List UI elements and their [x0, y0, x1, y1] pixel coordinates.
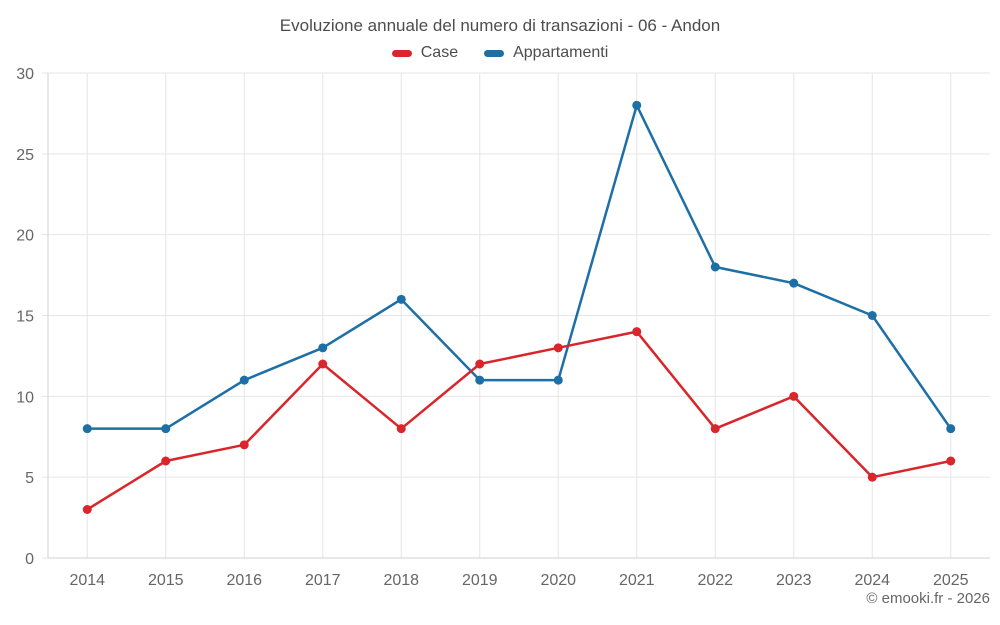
x-tick-label: 2025	[933, 572, 969, 589]
series-case-marker	[396, 424, 406, 434]
y-tick-label: 5	[25, 470, 34, 487]
series-case-marker	[553, 343, 563, 353]
series-case-line	[86, 330, 952, 511]
series-case-marker	[239, 440, 249, 450]
legend-swatch-case	[391, 49, 412, 57]
legend-item-case[interactable]: Case	[391, 44, 459, 62]
series-appartamenti-marker	[553, 375, 563, 385]
x-tick-label: 2016	[226, 572, 262, 589]
x-tick-label: 2024	[854, 572, 890, 589]
series-appartamenti-marker	[396, 294, 406, 304]
series-case-marker	[161, 456, 171, 466]
x-tick-label: 2019	[462, 572, 498, 589]
x-tick-label: 2023	[776, 572, 812, 589]
y-tick-label: 15	[16, 309, 34, 326]
series-appartamenti-marker	[475, 375, 485, 385]
series-case-marker	[710, 424, 720, 434]
x-tick-label: 2017	[305, 572, 341, 589]
series-appartamenti-marker	[318, 343, 328, 353]
series-appartamenti-marker	[161, 424, 171, 434]
x-tick-label: 2021	[619, 572, 655, 589]
legend-item-appartamenti[interactable]: Appartamenti	[484, 44, 608, 62]
y-tick-label: 25	[16, 147, 34, 164]
series-appartamenti-marker	[789, 278, 799, 288]
series-appartamenti-marker	[867, 311, 877, 320]
legend-label-appartamenti: Appartamenti	[513, 44, 609, 61]
y-tick-label: 10	[16, 389, 34, 406]
series-case-marker	[867, 472, 877, 482]
series-appartamenti-line	[86, 104, 952, 430]
legend: Case Appartamenti	[0, 44, 1000, 62]
series-case-marker	[475, 359, 485, 369]
x-tick-label: 2015	[148, 572, 184, 589]
series-case-marker	[632, 327, 642, 337]
series-appartamenti-marker	[946, 424, 956, 434]
copyright: © emooki.fr - 2026	[866, 590, 990, 607]
x-tick-label: 2014	[69, 572, 105, 589]
series-appartamenti-marker	[710, 262, 720, 272]
chart-title: Evoluzione annuale del numero di transaz…	[279, 16, 721, 35]
series-appartamenti-marker	[239, 375, 249, 385]
x-tick-label: 2018	[383, 572, 419, 589]
y-tick-label: 20	[16, 228, 34, 245]
legend-swatch-appartamenti	[484, 49, 505, 57]
series-appartamenti-marker	[82, 424, 92, 434]
legend-label-case: Case	[420, 44, 459, 61]
y-tick-label: 30	[16, 66, 34, 83]
series-case-marker	[789, 391, 799, 401]
x-tick-label: 2022	[697, 572, 733, 589]
series-case-marker	[946, 456, 956, 466]
series-case-marker	[318, 359, 328, 369]
series-case-marker	[82, 505, 92, 514]
x-tick-label: 2020	[540, 572, 576, 589]
series-appartamenti-marker	[632, 100, 642, 110]
y-tick-label: 0	[25, 551, 34, 568]
